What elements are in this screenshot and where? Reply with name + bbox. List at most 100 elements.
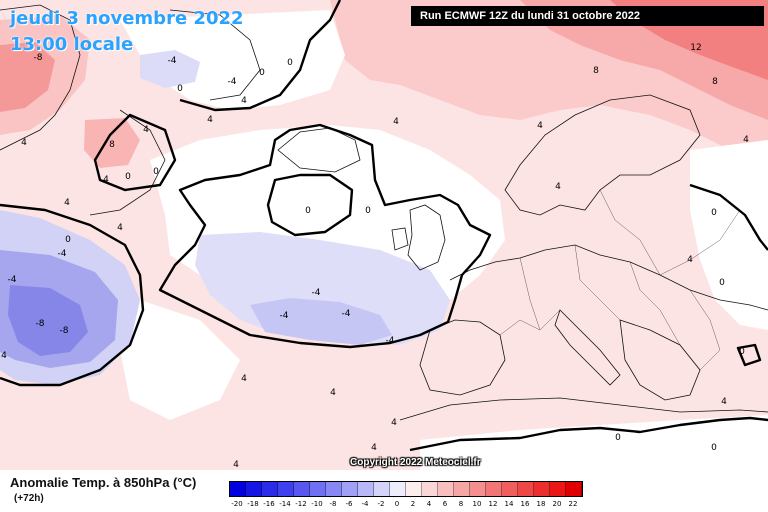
neutral-zone-africa	[420, 415, 768, 470]
contour-label: 4	[207, 115, 213, 125]
color-swatch	[326, 482, 342, 496]
contour-label: -4	[312, 288, 321, 298]
isoline-africa	[409, 416, 768, 452]
contour-label: 4	[21, 138, 27, 148]
color-scale-tick-label: 14	[504, 500, 514, 508]
contour-label: 0	[125, 172, 131, 182]
contour-label: 12	[690, 43, 701, 53]
coast-balkans	[619, 319, 701, 401]
color-scale-tick-label: -18	[247, 500, 259, 508]
contour-label: 4	[330, 388, 336, 398]
color-swatch	[262, 482, 278, 496]
contour-label: 4	[233, 460, 239, 470]
color-scale-tick-label: -12	[295, 500, 307, 508]
color-scale-tick-label: 2	[410, 500, 416, 508]
contour-label: 0	[711, 443, 717, 453]
color-scale-tick-label: 6	[442, 500, 448, 508]
contour-label: 4	[721, 397, 727, 407]
contour-label: 4	[371, 443, 377, 453]
color-scale-tick-label: 8	[458, 500, 464, 508]
lead-time: (+72h)	[14, 493, 44, 504]
coast-north-africa	[399, 397, 768, 421]
coast-iberia	[419, 319, 506, 396]
contour-label: 4	[241, 96, 247, 106]
zero-isolines	[0, 0, 768, 452]
color-scale-tick-label: 12	[488, 500, 498, 508]
color-scale-tick-label: -14	[279, 500, 291, 508]
neutral-zone-east-europe	[690, 140, 768, 330]
contour-label: 4	[143, 125, 149, 135]
coast-italy	[554, 309, 621, 386]
color-scale-tick-label: -2	[377, 500, 385, 508]
contour-label: 0	[711, 208, 717, 218]
contour-label: -4	[342, 309, 351, 319]
cold-anomaly-mid-atlantic-core	[250, 298, 392, 345]
color-scale-tick-label: 16	[520, 500, 530, 508]
color-scale-tick-label: -16	[263, 500, 275, 508]
isoline-west	[0, 203, 145, 387]
color-swatch	[438, 482, 454, 496]
color-swatch	[422, 482, 438, 496]
contour-label: 4	[391, 418, 397, 428]
contour-label: -4	[58, 249, 67, 259]
coast-western-europe	[449, 244, 768, 311]
isoline-north-atlantic	[158, 123, 492, 349]
color-swatch	[294, 482, 310, 496]
color-swatch	[230, 482, 246, 496]
color-swatch	[566, 482, 582, 496]
contour-label: 0	[287, 58, 293, 68]
color-scale-tick-label: 4	[426, 500, 432, 508]
coast-labrador	[89, 109, 166, 216]
contour-label: 4	[537, 121, 543, 131]
contour-label: 0	[365, 206, 371, 216]
copyright-text: Copyright 2022 Meteociel.fr	[350, 457, 481, 468]
contour-label: 4	[687, 255, 693, 265]
contour-label: 0	[65, 235, 71, 245]
color-scale-tick-label: 18	[536, 500, 546, 508]
border-4	[659, 209, 741, 276]
color-scale-tick-label: -20	[231, 500, 243, 508]
country-borders	[499, 189, 741, 371]
color-scale-tick-label: 10	[472, 500, 482, 508]
contour-label: 0	[153, 167, 159, 177]
contour-label: 0	[305, 206, 311, 216]
contour-label: 4	[241, 374, 247, 384]
cold-anomaly-west-core	[8, 285, 88, 356]
contour-label: -4	[168, 56, 177, 66]
contour-label: -4	[386, 336, 395, 346]
isoline-east-small	[736, 343, 762, 367]
contour-labels: -8 4 8 4 4 0 0 4 4 0 -4 -4 -8 -8 4 -4 0 4 4 -4 0 0 4 0 0 -4 -4 -4 -4…	[1, 43, 749, 470]
warm-anomaly-greenland-core	[0, 42, 55, 112]
isoline-iceland-loop	[266, 173, 354, 237]
border-3	[629, 261, 681, 346]
color-swatch	[406, 482, 422, 496]
color-swatch	[278, 482, 294, 496]
color-swatch	[486, 482, 502, 496]
contour-label: 4	[393, 117, 399, 127]
cold-anomaly-baffin	[140, 50, 200, 88]
border-7	[689, 289, 721, 371]
forecast-date: jeudi 3 novembre 2022	[10, 8, 244, 29]
border-5	[599, 189, 661, 276]
run-info-banner: Run ECMWF 12Z du lundi 31 octobre 2022	[411, 6, 764, 26]
color-scale-tick-label: 22	[568, 500, 578, 508]
color-scale-tick-label: 0	[394, 500, 400, 508]
contour-label: 4	[103, 175, 109, 185]
border-1	[519, 257, 561, 331]
coast-iceland	[277, 127, 361, 173]
contour-label: 0	[615, 433, 621, 443]
isoline-east-europe	[689, 183, 768, 251]
contour-label: 0	[259, 68, 265, 78]
border-2	[574, 244, 621, 321]
neutral-zone-west-atlantic	[120, 300, 240, 420]
contour-label: -4	[280, 311, 289, 321]
color-swatch	[550, 482, 566, 496]
color-scale-tick-label: -10	[311, 500, 323, 508]
color-scale-bar	[229, 481, 583, 497]
legend-title: Anomalie Temp. à 850hPa (°C)	[10, 475, 197, 490]
color-scale-tick-label: -8	[329, 500, 337, 508]
contour-label: -8	[34, 53, 43, 63]
contour-label: 4	[64, 198, 70, 208]
contour-label: -8	[36, 319, 45, 329]
